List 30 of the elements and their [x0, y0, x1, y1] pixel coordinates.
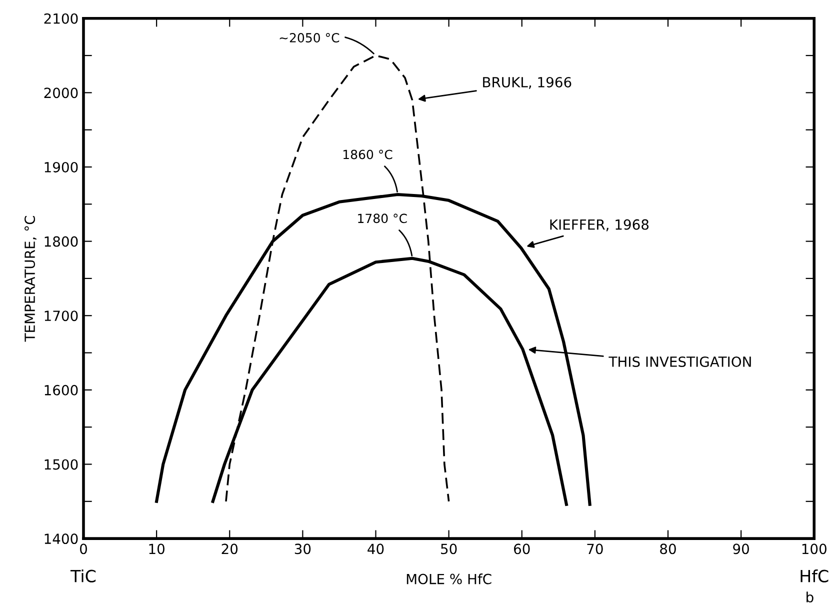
x-tick-label: 0 [80, 544, 87, 554]
annotation: ~2050 °C [280, 33, 340, 42]
y-tick-label: 1500 [44, 459, 78, 470]
text: TiC [70, 570, 96, 582]
x-tick-label: 90 [733, 544, 749, 554]
x-tick-label: 50 [441, 544, 457, 554]
text: b [806, 592, 814, 602]
y-tick-label: 1600 [44, 384, 78, 396]
y-tick-label: 1800 [44, 236, 78, 247]
annotation: 1780 °C [358, 214, 407, 224]
x-tick-label: 100 [802, 544, 826, 554]
y-tick-label: 1700 [44, 310, 78, 322]
y-tick-label: 2100 [44, 13, 78, 24]
x-tick-label: 60 [514, 544, 530, 554]
x-tick-label: 70 [587, 544, 603, 554]
x-tick-label: 80 [660, 544, 676, 554]
annotation: 1860 °C [343, 150, 392, 160]
x-tick-label: 30 [294, 544, 311, 554]
y-tick-label: 2000 [44, 88, 78, 98]
x-tick-label: 10 [149, 544, 164, 554]
x-axis-title: MOLE % HfC [406, 574, 492, 584]
text: BRUKL, 1966 [483, 76, 572, 89]
x-tick-label: 20 [222, 544, 238, 554]
y-tick-label: 1400 [44, 534, 78, 544]
x-tick-label: 40 [368, 544, 384, 554]
y-axis-title: TEMPERATURE, °C [24, 216, 36, 342]
text: THIS INVESTIGATION [608, 356, 751, 367]
y-tick-label: 1900 [44, 162, 78, 172]
text: HfC [800, 570, 828, 582]
text: KIEFFER, 1968 [550, 219, 649, 232]
